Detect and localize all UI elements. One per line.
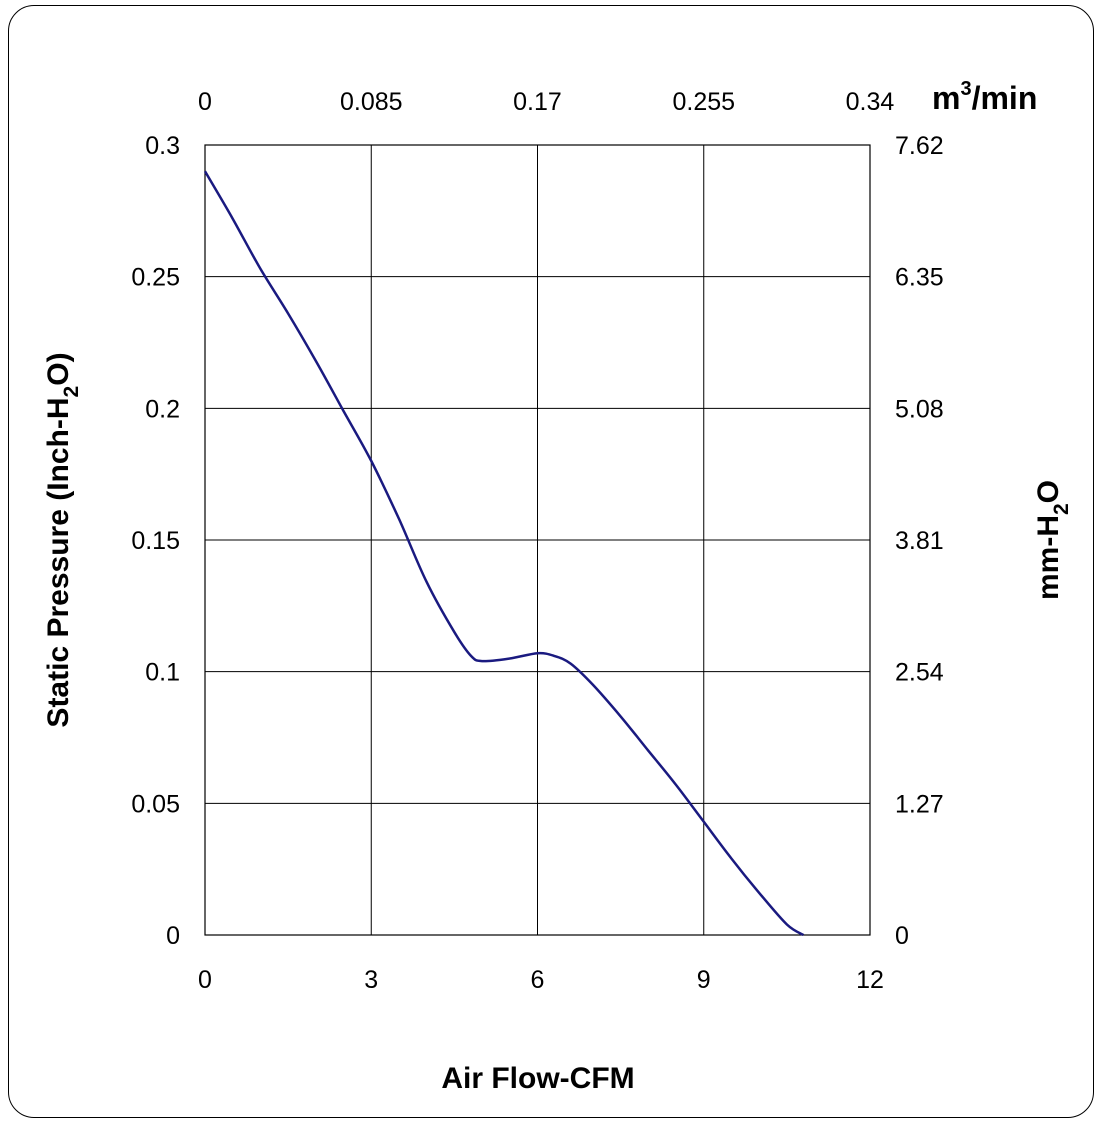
y2-tick-label: 7.62 [895,132,944,160]
series-layer [203,170,805,937]
grid-lines [205,145,870,935]
x-tick-label: 9 [697,966,711,994]
series-line [203,170,805,937]
x2-tick-label: 0.34 [846,88,895,116]
y2-tick-label: 5.08 [895,395,944,423]
chart-frame [8,5,1094,1118]
y-tick-label: 0.25 [131,264,180,292]
y2-axis-title: mm-H2O [1032,480,1073,600]
y2-tick-label: 6.35 [895,264,944,292]
x2-tick-label: 0.17 [513,88,562,116]
y2-tick-label: 3.81 [895,527,944,555]
x-tick-label: 6 [531,966,545,994]
y2-axis-title-part: O [1032,480,1065,503]
x-axis-title: Air Flow-CFM [441,1062,634,1095]
x2-axis-title-superscript: 3 [960,78,971,100]
x-tick-label: 3 [364,966,378,994]
y-tick-label: 0.15 [131,527,180,555]
plot-area-border [204,144,871,936]
x2-axis-title-part: /min [972,80,1038,116]
y-tick-label: 0.1 [145,659,180,687]
y-tick-label: 0.3 [145,132,180,160]
y-tick-label: 0.05 [131,790,180,818]
x2-tick-label: 0.255 [672,88,735,116]
y-axis-title: Static Pressure (Inch-H2O) [42,352,83,727]
y-axis-title-part: O) [42,352,75,385]
y2-tick-label: 0 [895,922,909,950]
x2-tick-label: 0 [198,88,212,116]
y2-axis-title-subscript: 2 [1050,503,1073,515]
y2-tick-label: 2.54 [895,659,944,687]
x2-axis-title: m3/min [932,78,1037,116]
x2-axis-title-part: m [932,80,960,116]
y2-tick-label: 1.27 [895,790,944,818]
x2-tick-label: 0.085 [340,88,403,116]
x-tick-label: 0 [198,966,212,994]
y-tick-label: 0.2 [145,395,180,423]
y-axis-title-subscript: 2 [60,386,83,398]
x-tick-label: 12 [856,966,884,994]
y-tick-label: 0 [166,922,180,950]
y2-axis-title-part: mm-H [1032,515,1065,600]
y-axis-title-part: Static Pressure (Inch-H [42,397,75,727]
